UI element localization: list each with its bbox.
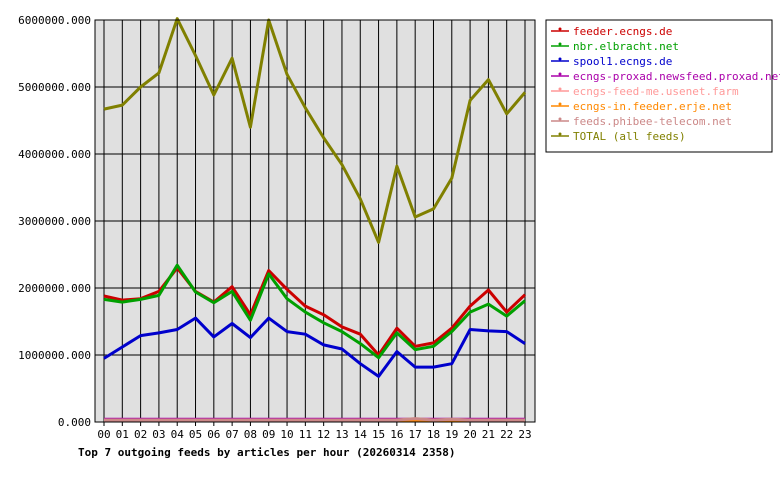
x-tick-label: 13: [335, 428, 348, 441]
legend-swatch-marker: [558, 57, 562, 61]
x-tick-label: 03: [152, 428, 165, 441]
legend: feeder.ecngs.de nbr.elbracht.net spool1.ec…: [545, 19, 780, 153]
y-tick-label: 2000000.000: [18, 282, 91, 295]
x-tick-label: 00: [97, 428, 110, 441]
x-tick-label: 20: [463, 428, 476, 441]
series-line-feeds-phibee-telecom-net: [104, 417, 525, 422]
x-tick-label: 12: [317, 428, 330, 441]
x-tick-label: 18: [427, 428, 440, 441]
series-lines: [103, 17, 527, 423]
x-tick-label: 22: [500, 428, 513, 441]
y-tick-label: 4000000.000: [18, 148, 91, 161]
y-tick-label: 5000000.000: [18, 81, 91, 94]
legend-label: ecngs-in.feeder.erje.net: [573, 100, 732, 113]
legend-label: spool1.ecngs.de: [573, 55, 672, 68]
legend-swatch-marker: [558, 132, 562, 136]
legend-box: [545, 19, 773, 153]
x-tick-label: 19: [445, 428, 458, 441]
legend-label: TOTAL (all feeds): [573, 130, 686, 143]
series-line-total-all-feeds: [103, 17, 527, 244]
series-line-spool1-ecngs-de: [103, 316, 526, 378]
y-tick-label: 3000000.000: [18, 215, 91, 228]
legend-label: feeds.phibee-telecom.net: [573, 115, 732, 128]
x-tick-label: 21: [482, 428, 495, 441]
legend-swatch-marker: [558, 42, 562, 46]
x-tick-label: 23: [518, 428, 531, 441]
y-axis-ticks: 0.000 1000000.000 2000000.000 3000000.000 40…: [18, 14, 91, 429]
x-tick-label: 10: [280, 428, 293, 441]
x-tick-label: 01: [116, 428, 129, 441]
x-tick-label: 02: [134, 428, 147, 441]
grid: [95, 19, 535, 423]
x-tick-label: 04: [171, 428, 185, 441]
x-tick-label: 14: [354, 428, 368, 441]
legend-swatch-marker: [558, 27, 562, 31]
x-tick-label: 08: [244, 428, 257, 441]
chart-title: Top 7 outgoing feeds by articles per hou…: [78, 446, 456, 459]
legend-label: feeder.ecngs.de: [573, 25, 672, 38]
x-axis-ticks: 00 01 02 03 04 05 06 07 08 09 10 11 12 13 14 15 16 17 18 19…: [97, 422, 532, 441]
series-line-nbr-elbracht-net: [103, 263, 526, 360]
legend-swatch-marker: [558, 102, 562, 106]
legend-swatch-marker: [558, 87, 562, 91]
x-tick-label: 15: [372, 428, 385, 441]
y-tick-label: 1000000.000: [18, 349, 91, 362]
x-tick-label: 07: [226, 428, 239, 441]
y-tick-label: 0.000: [58, 416, 91, 429]
x-tick-label: 16: [390, 428, 403, 441]
x-tick-label: 06: [207, 428, 220, 441]
legend-label: ecngs-proxad.newsfeed.proxad.net: [573, 70, 780, 83]
x-tick-label: 05: [189, 428, 202, 441]
y-tick-label: 6000000.000: [18, 14, 91, 27]
x-tick-label: 09: [262, 428, 275, 441]
x-tick-label: 17: [409, 428, 422, 441]
x-tick-label: 11: [299, 428, 312, 441]
legend-label: ecngs-feed-me.usenet.farm: [573, 85, 739, 98]
legend-swatch-marker: [558, 117, 562, 121]
legend-label: nbr.elbracht.net: [573, 40, 679, 53]
plot-border: [94, 19, 536, 423]
legend-swatch-marker: [558, 72, 562, 76]
